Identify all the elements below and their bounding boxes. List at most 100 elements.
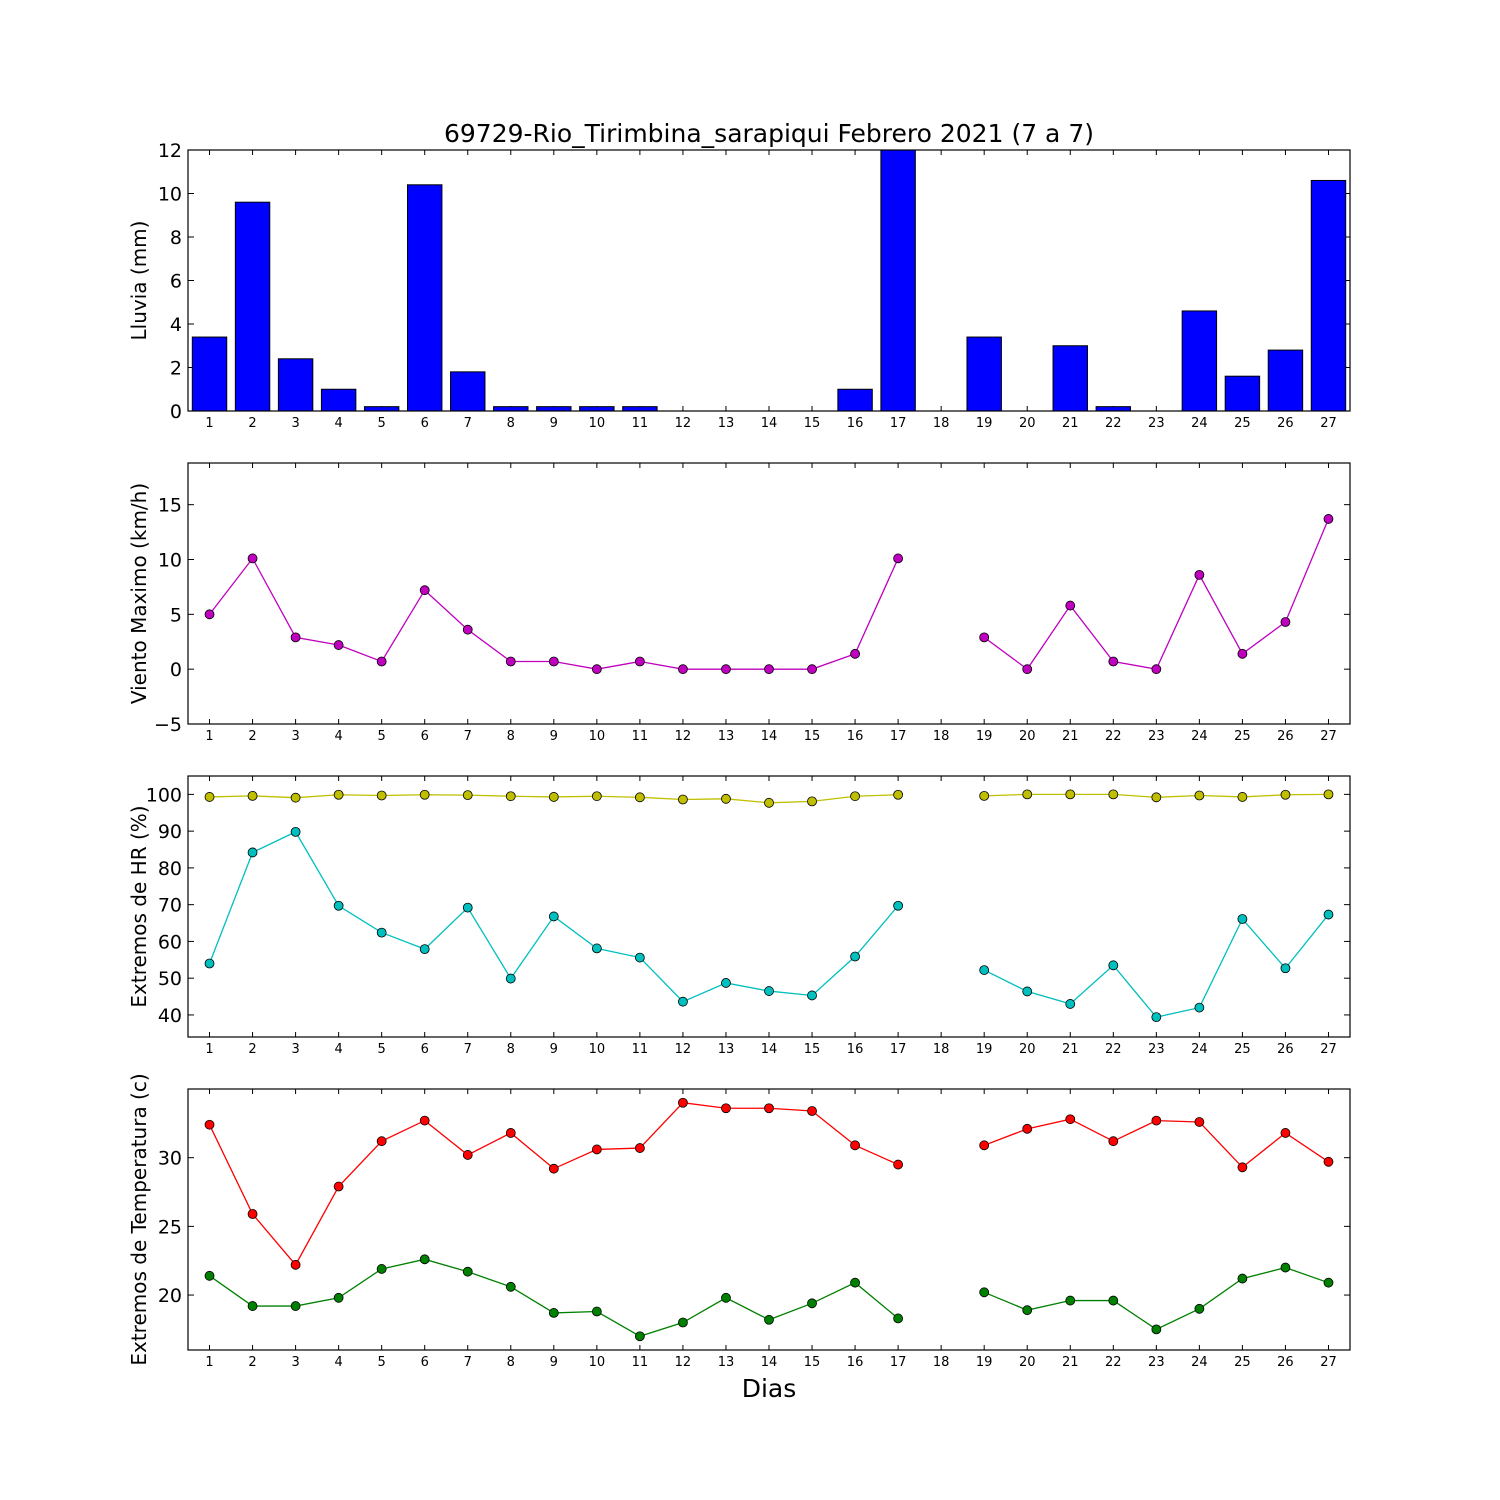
panel-frame <box>187 149 1351 412</box>
x-tick-label: 5 <box>378 1042 386 1057</box>
x-tick-label: 3 <box>291 729 299 744</box>
y-tick-label: 10 <box>158 550 182 572</box>
x-tick-label: 2 <box>248 1355 256 1370</box>
series-1-point-day-1 <box>204 609 215 620</box>
series-1-point-day-17 <box>893 553 904 564</box>
bar-day-9 <box>536 406 572 411</box>
series-1-point-day-21 <box>1065 600 1076 611</box>
x-tick-label: 9 <box>550 416 558 431</box>
panel-frame <box>187 775 1351 1038</box>
x-tick-label: 15 <box>804 416 821 431</box>
x-tick-label: 4 <box>334 1042 342 1057</box>
series-2-point-day-19 <box>979 1287 990 1298</box>
series-1-point-day-3 <box>290 1259 301 1270</box>
x-tick-label: 17 <box>890 1355 907 1370</box>
x-tick-label: 4 <box>334 416 342 431</box>
x-tick-label: 10 <box>589 1042 606 1057</box>
bar-day-7 <box>450 371 486 411</box>
x-tick-label: 11 <box>632 1042 649 1057</box>
series-1-point-day-22 <box>1108 789 1119 800</box>
panel-data <box>204 1097 1334 1342</box>
series-1-point-day-16 <box>850 791 860 802</box>
series-1-point-day-5 <box>376 790 387 801</box>
series-2-point-day-13 <box>721 1292 731 1303</box>
x-tick-label: 26 <box>1277 416 1294 431</box>
series-1-point-day-20 <box>1022 789 1033 800</box>
x-tick-label: 18 <box>933 1355 950 1370</box>
x-tick-label: 11 <box>632 729 649 744</box>
y-tick-label: 60 <box>158 931 182 953</box>
series-1-point-day-26 <box>1280 617 1291 627</box>
x-tick-label: 19 <box>976 1042 993 1057</box>
series-1-point-day-12 <box>678 664 688 675</box>
x-tick-label: 4 <box>334 729 342 744</box>
series-2-point-day-19 <box>979 965 990 975</box>
series-1-point-day-11 <box>634 792 645 803</box>
series-1-point-day-20 <box>1022 1123 1033 1134</box>
series-2-point-day-2 <box>247 1301 258 1311</box>
x-tick-label: 1 <box>205 1042 213 1057</box>
y-tick-label: 80 <box>158 858 182 880</box>
y-axis-label: Extremos de HR (%) <box>127 805 151 1007</box>
x-tick-label: 4 <box>334 1355 342 1370</box>
series-2-point-day-8 <box>505 973 516 984</box>
x-tick-label: 6 <box>421 1042 429 1057</box>
series-1-point-day-24 <box>1194 790 1205 801</box>
series-2-point-day-27 <box>1323 909 1334 920</box>
x-tick-label: 7 <box>464 1355 472 1370</box>
x-axis-label: Dias <box>742 1374 797 1403</box>
series-2-point-day-26 <box>1280 1262 1291 1273</box>
x-tick-label: 2 <box>248 1042 256 1057</box>
series-1-point-day-2 <box>247 1209 258 1219</box>
series-1-point-day-21 <box>1065 789 1076 800</box>
x-tick-label: 9 <box>550 729 558 744</box>
x-tick-label: 15 <box>804 729 821 744</box>
x-tick-label: 24 <box>1191 1042 1208 1057</box>
panel-data <box>204 789 1334 1023</box>
series-1-point-day-27 <box>1323 1156 1334 1167</box>
x-tick-label: 1 <box>205 1355 213 1370</box>
x-tick-label: 25 <box>1234 1355 1251 1370</box>
x-tick-label: 5 <box>378 1355 386 1370</box>
x-tick-label: 8 <box>507 1042 515 1057</box>
series-1-point-day-4 <box>333 1181 344 1192</box>
x-tick-label: 17 <box>890 1042 907 1057</box>
x-tick-label: 7 <box>464 416 472 431</box>
y-tick-label: 8 <box>170 227 182 249</box>
x-tick-label: 20 <box>1019 729 1036 744</box>
series-1-point-day-23 <box>1151 664 1162 675</box>
series-2-point-day-9 <box>548 911 559 922</box>
y-tick-label: 30 <box>158 1148 182 1170</box>
x-tick-label: 21 <box>1062 416 1079 431</box>
x-tick-label: 7 <box>464 1042 472 1057</box>
y-tick-label: −5 <box>154 714 182 736</box>
y-tick-label: 6 <box>170 271 182 293</box>
bar-day-6 <box>406 184 443 411</box>
series-1-point-day-25 <box>1237 648 1248 659</box>
y-tick-label: 0 <box>170 401 182 423</box>
x-tick-label: 27 <box>1320 1042 1337 1057</box>
series-1-point-day-9 <box>548 1163 559 1174</box>
x-tick-label: 27 <box>1320 1355 1337 1370</box>
series-2-point-day-16 <box>850 1277 860 1288</box>
series-2-point-day-13 <box>721 978 731 988</box>
series-1-point-day-15 <box>807 664 817 675</box>
series-1-point-day-6 <box>419 789 430 800</box>
series-2-point-day-4 <box>333 900 344 911</box>
x-tick-label: 14 <box>761 1042 778 1057</box>
series-1-point-day-8 <box>505 1128 516 1138</box>
x-tick-label: 13 <box>718 729 735 744</box>
x-tick-label: 19 <box>976 729 993 744</box>
x-tick-label: 12 <box>675 416 692 431</box>
series-1-point-day-1 <box>204 1119 215 1130</box>
series-1-point-day-12 <box>678 1097 688 1108</box>
x-tick-label: 6 <box>421 1355 429 1370</box>
series-1-point-day-10 <box>591 1144 602 1155</box>
series-1-point-day-19 <box>979 632 990 643</box>
x-tick-label: 20 <box>1019 1355 1036 1370</box>
series-2-point-day-6 <box>419 1254 430 1265</box>
x-tick-label: 17 <box>890 729 907 744</box>
x-tick-label: 1 <box>205 729 213 744</box>
